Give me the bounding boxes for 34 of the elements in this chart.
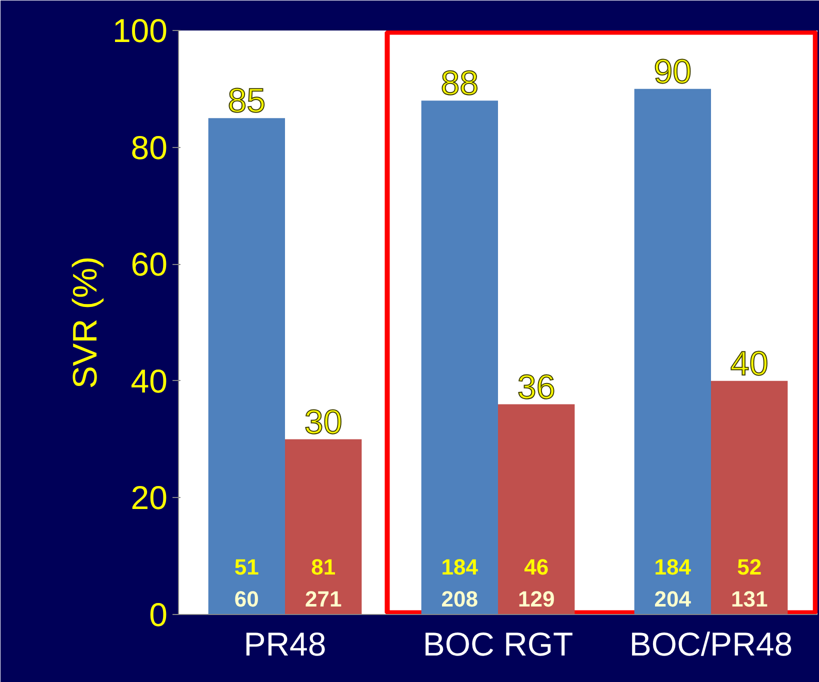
annotation: 51 [234, 554, 259, 580]
y-tick-label: 100 [112, 12, 168, 49]
data-label: 36 [517, 368, 556, 406]
x-tick-label: PR48 [244, 626, 326, 662]
annotation: 271 [304, 586, 342, 612]
y-tick-label: 0 [149, 596, 168, 633]
annotation: 204 [654, 586, 692, 612]
annotation: 184 [654, 554, 692, 580]
y-axis-title: SVR (%) [66, 256, 104, 389]
bar [421, 100, 498, 614]
bar [498, 404, 575, 614]
annotation: 184 [441, 554, 479, 580]
y-tick-label: 60 [130, 246, 168, 283]
bar [208, 118, 285, 614]
y-tick-label: 20 [130, 479, 168, 516]
annotation: 46 [524, 554, 549, 580]
x-tick-label: BOC RGT [422, 626, 574, 662]
annotation: 131 [730, 586, 768, 612]
annotation: 208 [441, 586, 478, 612]
x-tick-label: BOC/PR48 [629, 626, 793, 662]
bar [634, 88, 711, 614]
data-label: 85 [228, 82, 266, 120]
y-tick-label: 40 [130, 362, 168, 400]
annotation: 81 [311, 554, 336, 580]
data-label: 40 [730, 344, 768, 383]
annotation: 60 [234, 586, 259, 612]
annotation: 52 [737, 554, 762, 580]
data-label: 30 [304, 403, 342, 442]
y-tick-label: 80 [130, 128, 168, 166]
bar [711, 380, 788, 614]
annotation: 129 [518, 586, 555, 612]
bar [285, 439, 362, 614]
data-label: 90 [654, 52, 692, 91]
data-label: 88 [440, 64, 479, 103]
